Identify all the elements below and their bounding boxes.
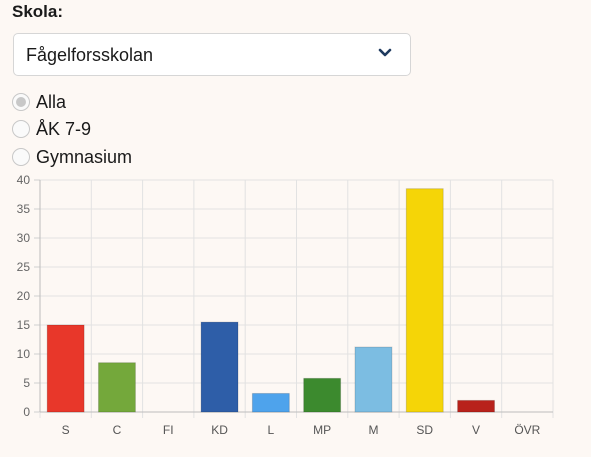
radio-label-gymnasium: Gymnasium <box>36 146 133 167</box>
bar-v <box>457 399 496 413</box>
school-label: Skola: <box>12 2 64 21</box>
x-tick-label: C <box>113 423 122 437</box>
x-tick-label: MP <box>313 423 331 437</box>
radio-label-alla: Alla <box>36 91 67 112</box>
x-tick-label: KD <box>211 423 228 437</box>
y-tick-label: 15 <box>17 318 31 332</box>
y-tick-label: 0 <box>23 405 30 419</box>
y-tick-label: 20 <box>17 289 31 303</box>
radio-alla[interactable]: Alla <box>12 90 66 114</box>
bar-sd <box>405 188 444 413</box>
y-tick-label: 35 <box>17 202 31 216</box>
x-tick-label: V <box>472 423 480 437</box>
x-tick-label: M <box>368 423 378 437</box>
chevron-down-icon <box>378 48 392 57</box>
y-tick-label: 30 <box>17 231 31 245</box>
y-tick-label: 25 <box>17 260 31 274</box>
school-select[interactable]: Fågelforsskolan <box>13 33 411 76</box>
party-bar-chart: 0 5 10 15 20 25 30 35 40 S C FI KD L MP M SD V ÖVR <box>17 173 554 437</box>
y-tick-label: 5 <box>23 376 30 390</box>
bar-mp <box>303 377 342 413</box>
x-tick-label: FI <box>163 423 174 437</box>
radio-gymnasium[interactable]: Gymnasium <box>12 145 132 169</box>
school-select-value: Fågelforsskolan <box>26 45 154 65</box>
radio-label-ak-7-9: ÅK 7-9 <box>36 118 92 139</box>
x-tick-label: L <box>268 423 275 437</box>
y-tick-label: 10 <box>17 347 31 361</box>
x-tick-label: SD <box>416 423 433 437</box>
radio-button-alla[interactable] <box>12 93 30 111</box>
y-tick-label: 40 <box>17 173 31 187</box>
bar-m <box>354 346 393 413</box>
radio-ak-7-9[interactable]: ÅK 7-9 <box>12 117 91 141</box>
x-tick-label: S <box>62 423 70 437</box>
bar-l <box>251 392 290 413</box>
bar-kd <box>200 321 239 413</box>
radio-button-ak-7-9[interactable] <box>12 120 30 138</box>
radio-button-gymnasium[interactable] <box>12 148 30 166</box>
bar-s <box>46 324 85 413</box>
x-tick-label: ÖVR <box>514 423 540 437</box>
bar-c <box>97 362 136 413</box>
